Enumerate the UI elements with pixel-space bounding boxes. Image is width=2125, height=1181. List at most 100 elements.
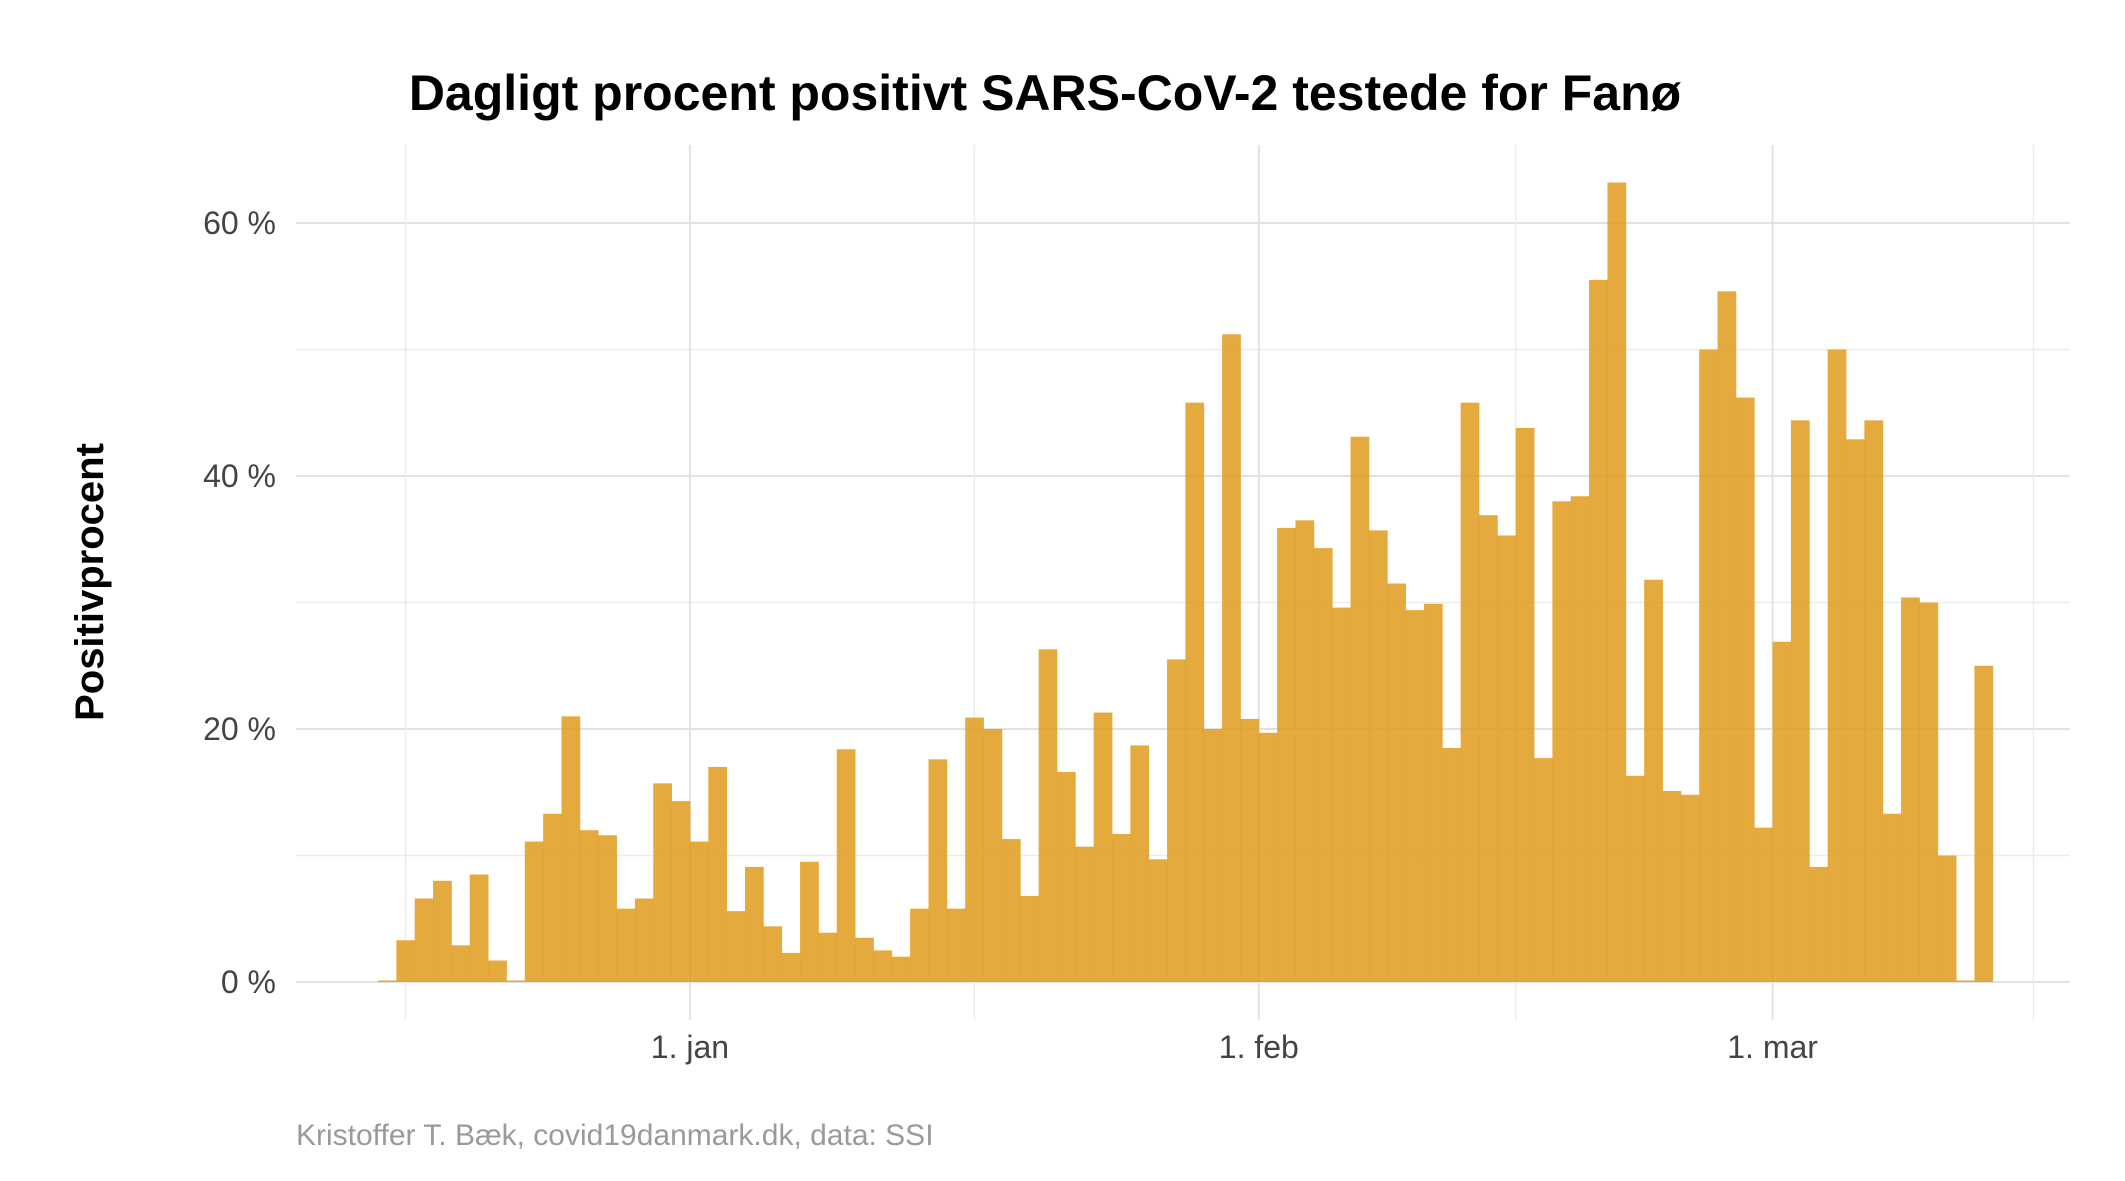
y-ticks: 0 % 20 % 40 % 60 %: [203, 205, 276, 1000]
bar: [1772, 641, 1792, 982]
bar: [1240, 718, 1260, 982]
bar: [1405, 610, 1425, 982]
bar: [1258, 732, 1278, 982]
bar: [1937, 855, 1957, 982]
y-axis-label: Positivprocent: [68, 443, 112, 721]
x-tick-label: 1. jan: [651, 1029, 729, 1065]
bar: [1570, 496, 1590, 982]
bar: [1699, 349, 1718, 982]
bar: [1919, 602, 1939, 982]
bar: [910, 908, 929, 982]
bar: [800, 861, 819, 982]
bar: [1460, 402, 1480, 982]
bar: [1313, 548, 1333, 982]
bar: [543, 813, 562, 982]
bar: [1387, 583, 1406, 982]
bar: [653, 783, 672, 982]
bar: [1607, 182, 1627, 982]
bar: [763, 926, 783, 982]
bar: [433, 880, 452, 982]
bar: [928, 759, 948, 982]
chart-title: Dagligt procent positivt SARS-CoV-2 test…: [409, 65, 1682, 121]
bar: [1112, 834, 1131, 982]
bar: [1809, 866, 1829, 982]
bar: [965, 717, 984, 982]
bar: [1534, 758, 1553, 983]
bar: [726, 911, 746, 982]
bar: [1974, 665, 1994, 982]
bar: [1277, 527, 1296, 982]
bar: [1790, 420, 1810, 983]
bar: [378, 980, 397, 982]
bar: [634, 898, 654, 982]
bar: [745, 866, 764, 982]
bar: [1662, 790, 1682, 983]
bar: [1056, 772, 1076, 982]
bar: [1479, 515, 1498, 982]
bar: [506, 980, 526, 982]
y-tick-label: 40 %: [203, 458, 276, 494]
y-tick-label: 0 %: [221, 964, 276, 1000]
bar: [1222, 334, 1241, 982]
bar: [1368, 530, 1388, 982]
bar: [1295, 520, 1315, 982]
x-ticks: 1. jan 1. feb 1. mar: [651, 1029, 1818, 1065]
bar: [1020, 895, 1039, 982]
bar: [836, 749, 856, 982]
bar: [1882, 813, 1902, 982]
bar: [1864, 420, 1884, 983]
y-tick-label: 20 %: [203, 711, 276, 747]
bar: [469, 874, 489, 983]
bar: [1001, 839, 1021, 982]
bar: [1846, 439, 1865, 982]
bar: [781, 952, 801, 982]
bar: [1589, 279, 1608, 982]
bar: [946, 908, 966, 982]
x-tick-label: 1. feb: [1219, 1029, 1299, 1065]
bar: [1093, 712, 1113, 982]
caption: Kristoffer T. Bæk, covid19danmark.dk, da…: [296, 1119, 934, 1152]
bar: [396, 940, 416, 982]
bar: [451, 945, 471, 983]
bar: [1185, 402, 1205, 982]
bar: [1203, 729, 1223, 982]
bar: [983, 729, 1003, 982]
bar: [1515, 427, 1535, 982]
bar: [616, 908, 636, 982]
bar: [1644, 579, 1663, 982]
y-tick-label: 60 %: [203, 205, 276, 241]
bar: [1625, 775, 1645, 982]
bar: [873, 950, 893, 983]
bar: [855, 937, 874, 982]
bar: [1038, 649, 1058, 982]
x-tick-label: 1. mar: [1727, 1029, 1818, 1065]
bars: [378, 182, 1994, 983]
bar: [818, 932, 838, 982]
bar: [1075, 846, 1095, 982]
bar: [1442, 747, 1462, 983]
bar: [1735, 397, 1755, 982]
bar: [1717, 291, 1737, 982]
bar: [1827, 349, 1847, 982]
bar: [1956, 980, 1975, 982]
bar: [689, 841, 709, 982]
bar: [891, 956, 911, 982]
bar: [1423, 603, 1443, 982]
bar: [1552, 501, 1572, 982]
bar: [1130, 745, 1150, 982]
bar: [708, 766, 728, 982]
bar: [1332, 607, 1351, 982]
bar: [1148, 859, 1168, 982]
bar: [1497, 535, 1517, 982]
bar: [1754, 827, 1773, 982]
bar: [414, 898, 434, 982]
bar: [1901, 597, 1920, 982]
bar: [598, 835, 617, 982]
bar: [561, 716, 581, 982]
bar: [488, 960, 507, 982]
bar: [1167, 659, 1186, 982]
bar: [579, 830, 599, 982]
bar: [1680, 794, 1700, 982]
bar: [1350, 436, 1370, 982]
